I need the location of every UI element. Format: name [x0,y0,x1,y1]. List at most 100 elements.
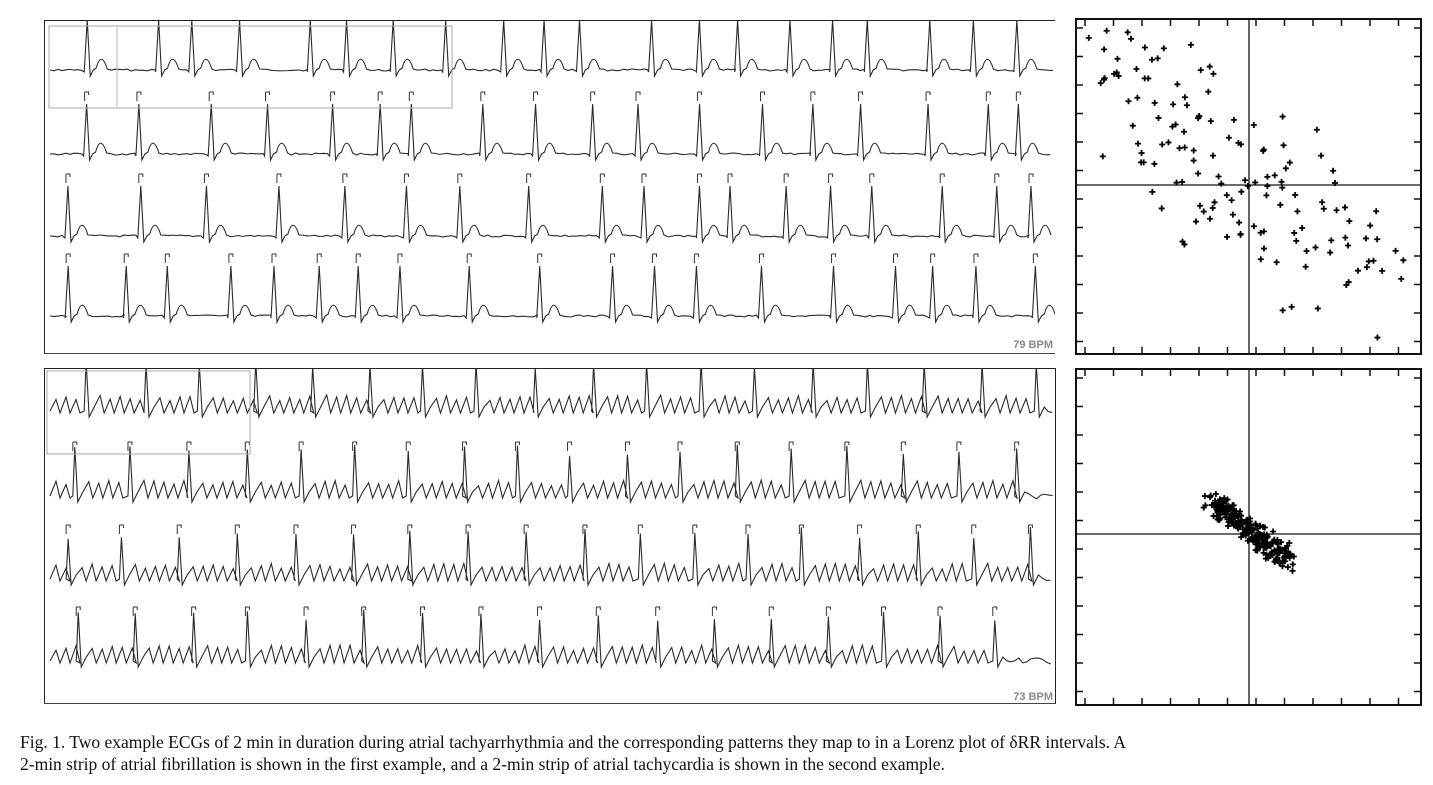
ecg-strip-1 [49,21,1053,79]
lorenz-point [1293,237,1300,244]
lorenz-point [1124,29,1131,36]
beat-marker [857,524,863,534]
lorenz-point [1392,247,1399,254]
lorenz-point [1271,548,1278,555]
lorenz-point [1169,123,1176,130]
lorenz-point [1363,264,1370,271]
lorenz-point [1201,493,1208,500]
lorenz-point [1265,555,1272,562]
lorenz-point [1284,564,1291,571]
beat-marker [956,441,962,451]
lorenz-point [1236,219,1243,226]
lorenz-point [1225,518,1232,525]
lorenz-point [1314,305,1321,312]
lorenz-point [1187,41,1194,48]
lorenz-point [1138,159,1145,166]
beat-marker [760,91,766,101]
lorenz-point [1220,499,1227,506]
lorenz-point [1263,192,1270,199]
lorenz-point [1210,70,1217,77]
beat-marker [377,91,383,101]
beat-marker [234,524,240,534]
lorenz-point [1244,537,1251,544]
beat-marker [276,173,282,183]
beat-marker [696,173,702,183]
lorenz-point [1214,509,1221,516]
lorenz-point [1230,502,1237,509]
lorenz-point [1277,201,1284,208]
beat-marker [788,441,794,451]
lorenz-point [1173,179,1180,186]
beat-marker [915,524,921,534]
lorenz-point [1207,118,1214,125]
ecg-strip-4 [49,609,1052,670]
lorenz-point [1291,229,1298,236]
beat-marker [65,253,71,263]
lorenz-point [1400,257,1407,264]
beat-marker [127,441,133,451]
lorenz-point [1238,534,1245,541]
beat-marker [397,253,403,263]
lorenz-point [1206,63,1213,70]
beat-marker [316,253,322,263]
lorenz-point [1207,215,1214,222]
beat-marker [599,173,605,183]
lorenz-point [1288,303,1295,310]
beat-marker [533,91,539,101]
lorenz-point [1286,159,1293,166]
lorenz-point [1264,173,1271,180]
lorenz-point [1257,544,1264,551]
lorenz-point [1170,101,1177,108]
lorenz-point [1138,150,1145,157]
lorenz-point [1327,249,1334,256]
lorenz-point [1158,205,1165,212]
lorenz-point [1197,67,1204,74]
lorenz-point [1264,183,1271,190]
lorenz-point [1374,236,1381,243]
lorenz-point [1330,167,1337,174]
lorenz-point [1114,55,1121,62]
ecg-strip-4 [49,265,1055,325]
beat-marker [403,173,409,183]
lorenz-point [1200,504,1207,511]
beat-marker [971,524,977,534]
lorenz-point [1257,256,1264,263]
lorenz-point [1379,267,1386,274]
lorenz-point [1279,307,1286,314]
lorenz-point [1244,516,1251,523]
beat-marker [480,91,486,101]
beat-marker [994,173,1000,183]
lorenz-point [1374,334,1381,341]
beat-marker [405,441,411,451]
beat-marker [844,441,850,451]
lorenz-point [1263,551,1270,558]
lorenz-point [1216,517,1223,524]
beat-marker [75,606,81,616]
lorenz-point [1190,157,1197,164]
lorenz-point [1195,113,1202,120]
lorenz-point [1213,513,1220,520]
beat-marker [595,606,601,616]
ecg-panel-example2: 73 BPM [44,368,1056,704]
beat-marker [985,91,991,101]
lorenz-point [1236,521,1243,528]
lorenz-point [1196,202,1203,209]
beat-marker [361,606,367,616]
lorenz-point [1267,543,1274,550]
lorenz-point [1256,522,1263,529]
lorenz-point [1281,558,1288,565]
beat-marker [711,606,717,616]
lorenz-point [1276,560,1283,567]
lorenz-point [1141,44,1148,51]
lorenz-point [1172,121,1179,128]
lorenz-plot-example2 [1075,368,1422,706]
beat-marker [136,91,142,101]
beat-marker [798,524,804,534]
lorenz-point [1250,122,1257,129]
lorenz-point [1224,233,1231,240]
beat-marker [1014,441,1020,451]
beat-marker [203,173,209,183]
lorenz-point [1159,141,1166,148]
beat-marker [930,253,936,263]
lorenz-point [1176,145,1183,152]
